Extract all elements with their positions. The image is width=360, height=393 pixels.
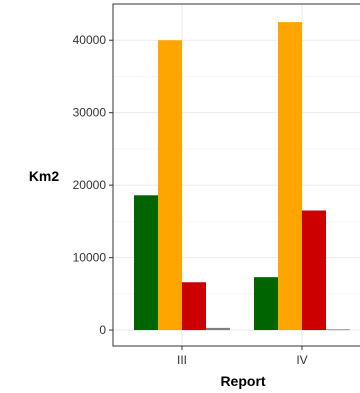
plot-panel-border [112,3,360,347]
bar-III-series-4 [206,327,230,331]
y-tick-label: 40000 [73,33,107,47]
bar-III-series-1 [134,195,158,331]
bar-IV-series-2 [278,22,302,331]
x-tick-label: IV [296,353,307,367]
bar-IV-series-4 [326,329,350,331]
bar-IV-series-3 [302,210,326,331]
bar-III-series-3 [182,282,206,331]
bar-IV-series-1 [254,277,278,331]
y-axis: 0 10000 20000 30000 40000 [73,33,113,337]
y-tick-label: 30000 [73,106,107,120]
x-axis: III IV [177,346,308,367]
bars [134,22,350,331]
y-axis-title: Km2 [29,168,60,184]
x-axis-title: Report [220,373,265,389]
bar-III-series-2 [158,40,182,331]
x-tick-label: III [177,353,187,367]
y-tick-label: 20000 [73,178,107,192]
y-tick-label: 0 [99,323,106,337]
y-tick-label: 10000 [73,251,107,265]
